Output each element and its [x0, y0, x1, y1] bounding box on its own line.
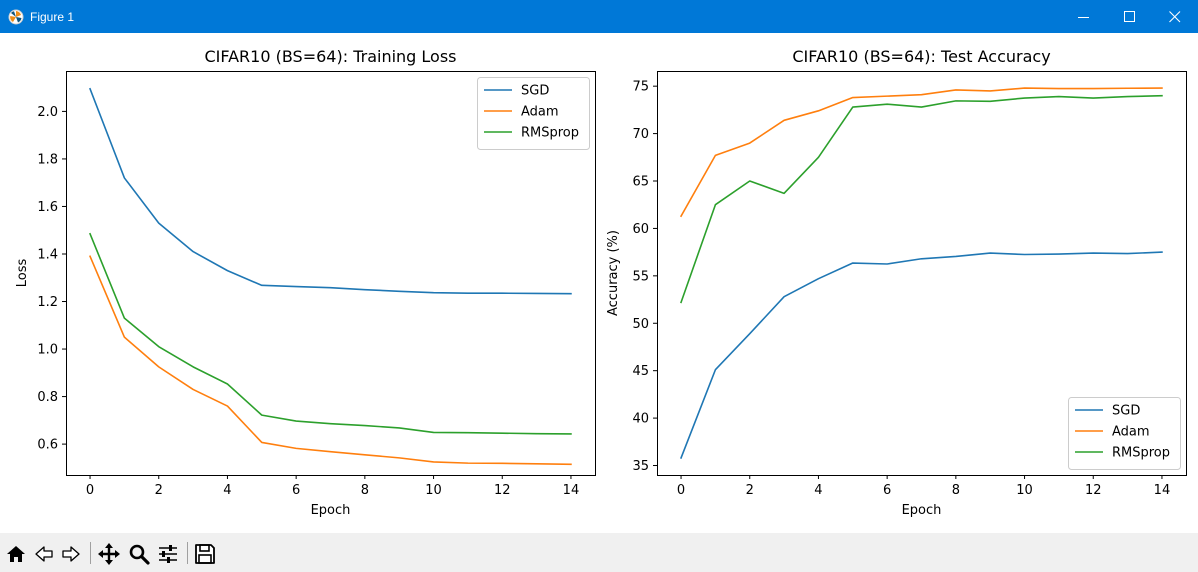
- axes-frame: [66, 71, 596, 476]
- toolbar-separator: [90, 542, 91, 564]
- title-bar: Figure 1: [0, 0, 1198, 33]
- chart-title: CIFAR10 (BS=64): Training Loss: [204, 47, 456, 66]
- y-tick-label: 35: [632, 459, 649, 474]
- toolbar-separator: [187, 542, 188, 564]
- x-axis-label: Epoch: [311, 503, 351, 518]
- save-icon: [195, 544, 215, 564]
- figure-canvas[interactable]: CIFAR10 (BS=64): Training Loss 0 2 4 6 8 10 12 1…: [0, 33, 1198, 533]
- x-tick-label: 10: [425, 483, 442, 498]
- legend-label-rmsprop: RMSprop: [521, 126, 579, 141]
- y-tick-label: 65: [632, 175, 649, 190]
- navigation-toolbar: [0, 533, 1198, 572]
- configure-subplots-button[interactable]: [155, 541, 181, 567]
- y-tick-label: 2.0: [37, 105, 58, 120]
- axes-1: CIFAR10 (BS=64): Training Loss 0 2 4 6 8 10 12 1…: [15, 47, 596, 518]
- x-tick-label: 2: [155, 483, 163, 498]
- legend-label-sgd: SGD: [521, 84, 549, 99]
- y-tick-label: 0.8: [37, 390, 58, 405]
- legend: SGD Adam RMSprop: [477, 77, 590, 150]
- x-tick-label: 2: [746, 483, 754, 498]
- legend-label-adam: Adam: [521, 105, 559, 120]
- home-icon: [7, 546, 25, 562]
- y-tick-label: 1.8: [37, 152, 58, 167]
- zoom-icon: [129, 544, 150, 565]
- legend-label-rmsprop: RMSprop: [1112, 446, 1170, 461]
- y-tick-label: 45: [632, 364, 649, 379]
- home-button[interactable]: [3, 541, 29, 567]
- axes-frame: [657, 71, 1187, 476]
- x-tick-label: 4: [814, 483, 822, 498]
- minimize-button[interactable]: [1061, 0, 1107, 33]
- x-tick-label: 12: [494, 483, 511, 498]
- series-line-rmsprop: [89, 232, 572, 435]
- y-tick-label: 60: [632, 222, 649, 237]
- forward-button[interactable]: [58, 541, 84, 567]
- legend-label-adam: Adam: [1112, 425, 1150, 440]
- x-tick-label: 14: [1154, 483, 1171, 498]
- y-tick-label: 40: [632, 412, 649, 427]
- zoom-button[interactable]: [126, 541, 152, 567]
- y-tick-label: 1.4: [37, 247, 58, 262]
- pan-button[interactable]: [96, 541, 122, 567]
- series-line-sgd: [89, 87, 572, 295]
- y-tick-label: 1.2: [37, 295, 58, 310]
- matplotlib-logo-icon: [8, 9, 24, 25]
- x-tick-label: 0: [86, 483, 94, 498]
- y-tick-label: 75: [632, 80, 649, 95]
- y-axis-label: Accuracy (%): [606, 230, 621, 316]
- chart-title: CIFAR10 (BS=64): Test Accuracy: [792, 47, 1050, 66]
- legend: SGD Adam RMSprop: [1068, 397, 1181, 470]
- legend-label-sgd: SGD: [1112, 404, 1140, 419]
- series-line-sgd: [680, 251, 1163, 459]
- y-tick-label: 55: [632, 269, 649, 284]
- close-button[interactable]: [1152, 0, 1198, 33]
- series-line-rmsprop: [680, 94, 1163, 304]
- x-tick-label: 8: [361, 483, 369, 498]
- back-button[interactable]: [31, 541, 57, 567]
- save-button[interactable]: [192, 541, 218, 567]
- x-tick-label: 14: [563, 483, 580, 498]
- y-axis-label: Loss: [15, 259, 30, 288]
- y-tick-label: 1.0: [37, 343, 58, 358]
- back-icon: [35, 546, 53, 562]
- window-title: Figure 1: [30, 10, 75, 24]
- x-tick-label: 10: [1016, 483, 1033, 498]
- configure-subplots-icon: [159, 545, 177, 563]
- pan-icon: [98, 543, 120, 565]
- x-tick-label: 6: [883, 483, 891, 498]
- axes-2: CIFAR10 (BS=64): Test Accuracy 0 2 4 6 8 10 12 1…: [606, 47, 1187, 518]
- close-icon: [1169, 11, 1181, 23]
- x-tick-label: 0: [677, 483, 685, 498]
- x-tick-label: 12: [1085, 483, 1102, 498]
- x-axis-label: Epoch: [902, 503, 942, 518]
- x-tick-label: 4: [223, 483, 231, 498]
- y-tick-label: 70: [632, 127, 649, 142]
- x-tick-label: 8: [952, 483, 960, 498]
- minimize-icon: [1078, 17, 1089, 18]
- maximize-icon: [1124, 11, 1135, 22]
- y-tick-label: 0.6: [37, 438, 58, 453]
- figure-svg: CIFAR10 (BS=64): Training Loss 0 2 4 6 8 10 12 1…: [15, 47, 1187, 518]
- y-tick-label: 1.6: [37, 200, 58, 215]
- x-tick-label: 6: [292, 483, 300, 498]
- y-tick-label: 50: [632, 317, 649, 332]
- forward-icon: [62, 546, 80, 562]
- series-line-adam: [89, 255, 572, 466]
- maximize-button[interactable]: [1107, 0, 1153, 33]
- series-line-adam: [679, 87, 1163, 218]
